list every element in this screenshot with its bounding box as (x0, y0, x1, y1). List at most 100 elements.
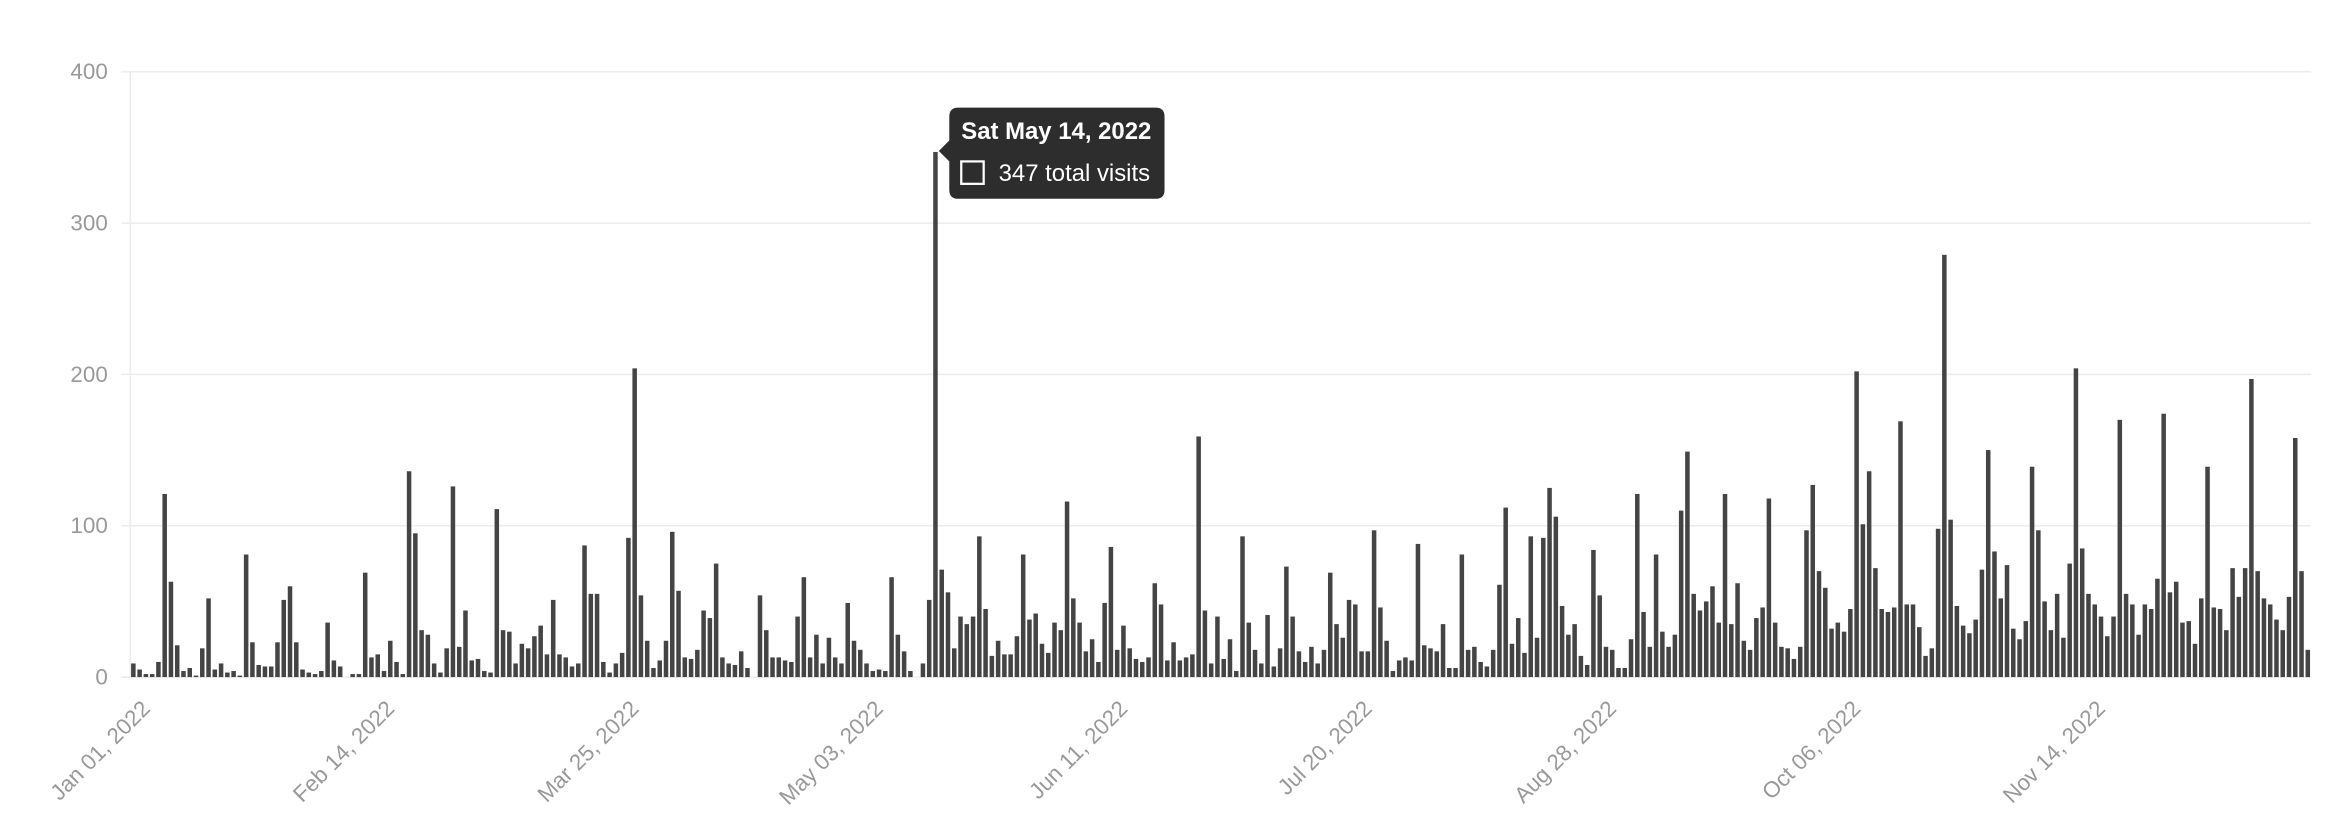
bar (1779, 646, 1784, 678)
x-tick-label: Jan 01, 2022 (46, 696, 155, 805)
bar (1365, 651, 1371, 678)
bar (2274, 619, 2279, 678)
bar (262, 666, 268, 678)
bar (1208, 663, 1214, 678)
bar (2054, 593, 2060, 678)
bar (550, 599, 556, 678)
bar (1810, 484, 1816, 678)
bar (1453, 668, 1458, 678)
bar (2230, 568, 2235, 678)
bar (1190, 654, 1195, 678)
bar (1747, 649, 1753, 678)
bar (256, 664, 261, 678)
bar (143, 674, 149, 678)
bar (1710, 586, 1715, 678)
bar (331, 660, 337, 678)
bar (1647, 646, 1653, 678)
bar (1089, 639, 1095, 678)
bar (1346, 599, 1352, 678)
bar (1227, 639, 1233, 678)
bar (174, 645, 180, 678)
bar (2111, 616, 2116, 678)
bar (2261, 598, 2267, 678)
bar (2286, 596, 2292, 678)
bar (695, 649, 700, 678)
bar (1108, 546, 1114, 678)
bar (864, 663, 869, 678)
bar (231, 671, 236, 678)
bar (2242, 568, 2248, 678)
bar (1697, 610, 1703, 678)
bar (1609, 649, 1615, 678)
bar (438, 672, 443, 678)
bar (707, 618, 713, 678)
bar (1447, 668, 1452, 678)
y-tick-label: 0 (95, 665, 107, 690)
bar (1873, 568, 1878, 678)
bar (2067, 563, 2072, 678)
bar (1898, 421, 1903, 678)
bar (607, 672, 612, 678)
bar (2148, 608, 2154, 678)
bar (1628, 639, 1634, 678)
bar (839, 663, 844, 678)
bar (1064, 501, 1070, 678)
bar (1616, 668, 1621, 678)
bar (2155, 578, 2160, 678)
bar (1678, 510, 1684, 678)
bar (187, 668, 193, 678)
bar (1246, 622, 1252, 678)
bar (1960, 625, 1966, 678)
bar (958, 616, 963, 678)
bar (1998, 598, 2004, 678)
bar (895, 634, 901, 678)
bar (300, 669, 305, 678)
bar (644, 640, 650, 678)
bar (1547, 487, 1552, 678)
bar (1866, 471, 1872, 678)
bar (2017, 639, 2022, 678)
bar (1754, 618, 1759, 678)
bar (1340, 637, 1346, 678)
bar (1165, 660, 1170, 678)
bar (745, 668, 750, 678)
bar (2123, 593, 2129, 678)
bar (1252, 649, 1258, 678)
bar (1741, 640, 1747, 678)
bar (1509, 643, 1515, 678)
bar (588, 593, 594, 678)
bar (507, 631, 512, 678)
bar (1835, 622, 1841, 678)
bar (1772, 622, 1778, 678)
bar (1271, 666, 1277, 678)
bar (1202, 610, 1208, 678)
bar (638, 595, 644, 678)
bar (883, 671, 888, 678)
bar (1371, 530, 1377, 678)
bar (1296, 651, 1302, 678)
bar (2011, 628, 2016, 678)
bar (2205, 466, 2210, 678)
bar (1077, 622, 1082, 678)
bar (2098, 616, 2104, 678)
bar (519, 643, 525, 678)
bar (676, 590, 681, 678)
bar (1653, 554, 1659, 678)
bar (1121, 625, 1126, 678)
bar (1353, 604, 1358, 678)
bar (1221, 658, 1226, 678)
bar (1766, 498, 1772, 678)
bar (325, 622, 330, 678)
bar (1910, 604, 1916, 678)
bar (1515, 618, 1521, 678)
bar (1691, 593, 1696, 678)
bar (1384, 640, 1389, 678)
bar (206, 598, 211, 678)
bar (1729, 624, 1734, 678)
bar (713, 563, 719, 678)
bar (1027, 619, 1032, 678)
bar (1465, 649, 1471, 678)
bar (1052, 622, 1057, 678)
bar (225, 672, 230, 678)
bar (1415, 543, 1421, 678)
